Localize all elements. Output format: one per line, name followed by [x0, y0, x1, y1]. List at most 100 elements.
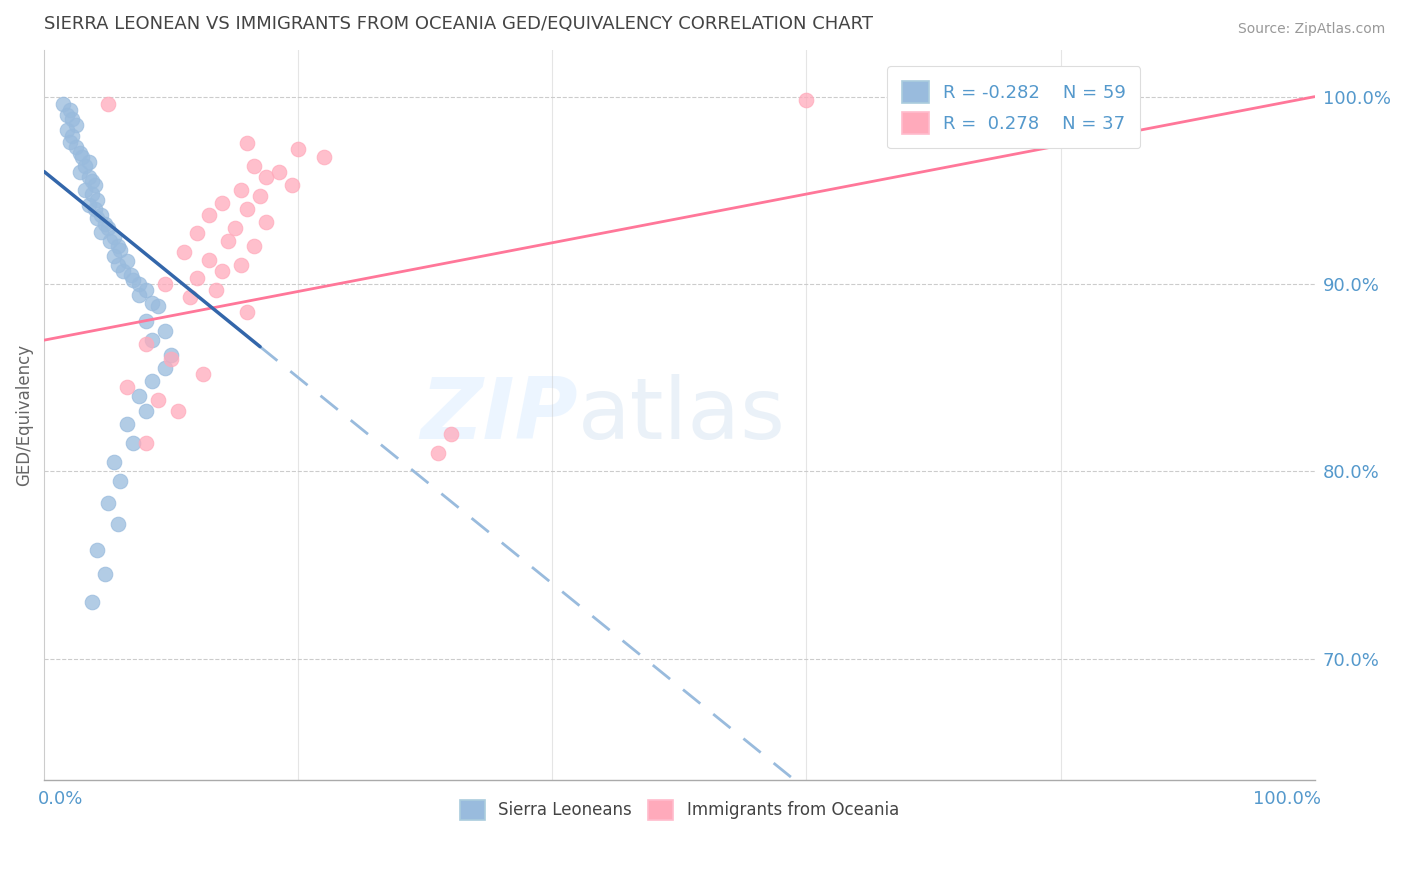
- Point: [122, 273, 145, 287]
- Point: [107, 258, 129, 272]
- Point: [65, 140, 87, 154]
- Point: [107, 516, 129, 531]
- Point: [115, 254, 138, 268]
- Point: [229, 183, 252, 197]
- Point: [65, 118, 87, 132]
- Point: [82, 174, 104, 188]
- Point: [135, 404, 157, 418]
- Point: [98, 234, 121, 248]
- Text: Source: ZipAtlas.com: Source: ZipAtlas.com: [1237, 22, 1385, 37]
- Point: [229, 258, 252, 272]
- Point: [77, 170, 100, 185]
- Point: [94, 217, 117, 231]
- Point: [103, 230, 125, 244]
- Point: [110, 474, 132, 488]
- Point: [120, 268, 142, 282]
- Point: [236, 202, 259, 216]
- Point: [179, 290, 201, 304]
- Point: [70, 150, 93, 164]
- Point: [153, 277, 176, 291]
- Point: [224, 220, 246, 235]
- Point: [73, 159, 96, 173]
- Point: [103, 249, 125, 263]
- Point: [103, 455, 125, 469]
- Point: [77, 155, 100, 169]
- Text: atlas: atlas: [578, 374, 786, 457]
- Point: [86, 543, 108, 558]
- Point: [82, 187, 104, 202]
- Text: 0.0%: 0.0%: [38, 789, 83, 807]
- Point: [287, 142, 309, 156]
- Point: [186, 271, 208, 285]
- Point: [148, 393, 170, 408]
- Point: [153, 361, 176, 376]
- Point: [86, 211, 108, 226]
- Point: [160, 351, 183, 366]
- Text: 100.0%: 100.0%: [1253, 789, 1322, 807]
- Point: [128, 277, 150, 291]
- Point: [56, 123, 79, 137]
- Legend: Sierra Leoneans, Immigrants from Oceania: Sierra Leoneans, Immigrants from Oceania: [453, 793, 905, 827]
- Point: [204, 283, 226, 297]
- Point: [135, 314, 157, 328]
- Point: [90, 225, 112, 239]
- Point: [90, 208, 112, 222]
- Point: [84, 178, 107, 192]
- Point: [160, 348, 183, 362]
- Point: [148, 300, 170, 314]
- Point: [135, 283, 157, 297]
- Point: [128, 288, 150, 302]
- Point: [191, 367, 214, 381]
- Point: [217, 234, 239, 248]
- Point: [73, 183, 96, 197]
- Text: ZIP: ZIP: [420, 374, 578, 457]
- Y-axis label: GED/Equivalency: GED/Equivalency: [15, 344, 32, 486]
- Point: [111, 264, 134, 278]
- Point: [56, 108, 79, 122]
- Point: [115, 417, 138, 432]
- Point: [86, 193, 108, 207]
- Point: [135, 337, 157, 351]
- Point: [796, 94, 818, 108]
- Point: [115, 380, 138, 394]
- Point: [60, 128, 83, 143]
- Text: SIERRA LEONEAN VS IMMIGRANTS FROM OCEANIA GED/EQUIVALENCY CORRELATION CHART: SIERRA LEONEAN VS IMMIGRANTS FROM OCEANI…: [44, 15, 873, 33]
- Point: [249, 189, 271, 203]
- Point: [242, 239, 264, 253]
- Point: [211, 264, 233, 278]
- Point: [110, 244, 132, 258]
- Point: [97, 220, 120, 235]
- Point: [122, 436, 145, 450]
- Point: [269, 164, 291, 178]
- Point: [141, 295, 163, 310]
- Point: [107, 239, 129, 253]
- Point: [256, 215, 278, 229]
- Point: [58, 135, 80, 149]
- Point: [97, 496, 120, 510]
- Point: [198, 252, 221, 267]
- Point: [60, 112, 83, 127]
- Point: [236, 305, 259, 319]
- Point: [69, 164, 91, 178]
- Point: [236, 136, 259, 151]
- Point: [141, 375, 163, 389]
- Point: [440, 426, 463, 441]
- Point: [141, 333, 163, 347]
- Point: [128, 389, 150, 403]
- Point: [84, 202, 107, 216]
- Point: [97, 97, 120, 112]
- Point: [153, 324, 176, 338]
- Point: [69, 145, 91, 160]
- Point: [82, 595, 104, 609]
- Point: [211, 196, 233, 211]
- Point: [94, 567, 117, 582]
- Point: [166, 404, 188, 418]
- Point: [135, 436, 157, 450]
- Point: [256, 170, 278, 185]
- Point: [427, 445, 450, 459]
- Point: [173, 245, 195, 260]
- Point: [52, 97, 75, 112]
- Point: [77, 198, 100, 212]
- Point: [242, 159, 264, 173]
- Point: [281, 178, 304, 192]
